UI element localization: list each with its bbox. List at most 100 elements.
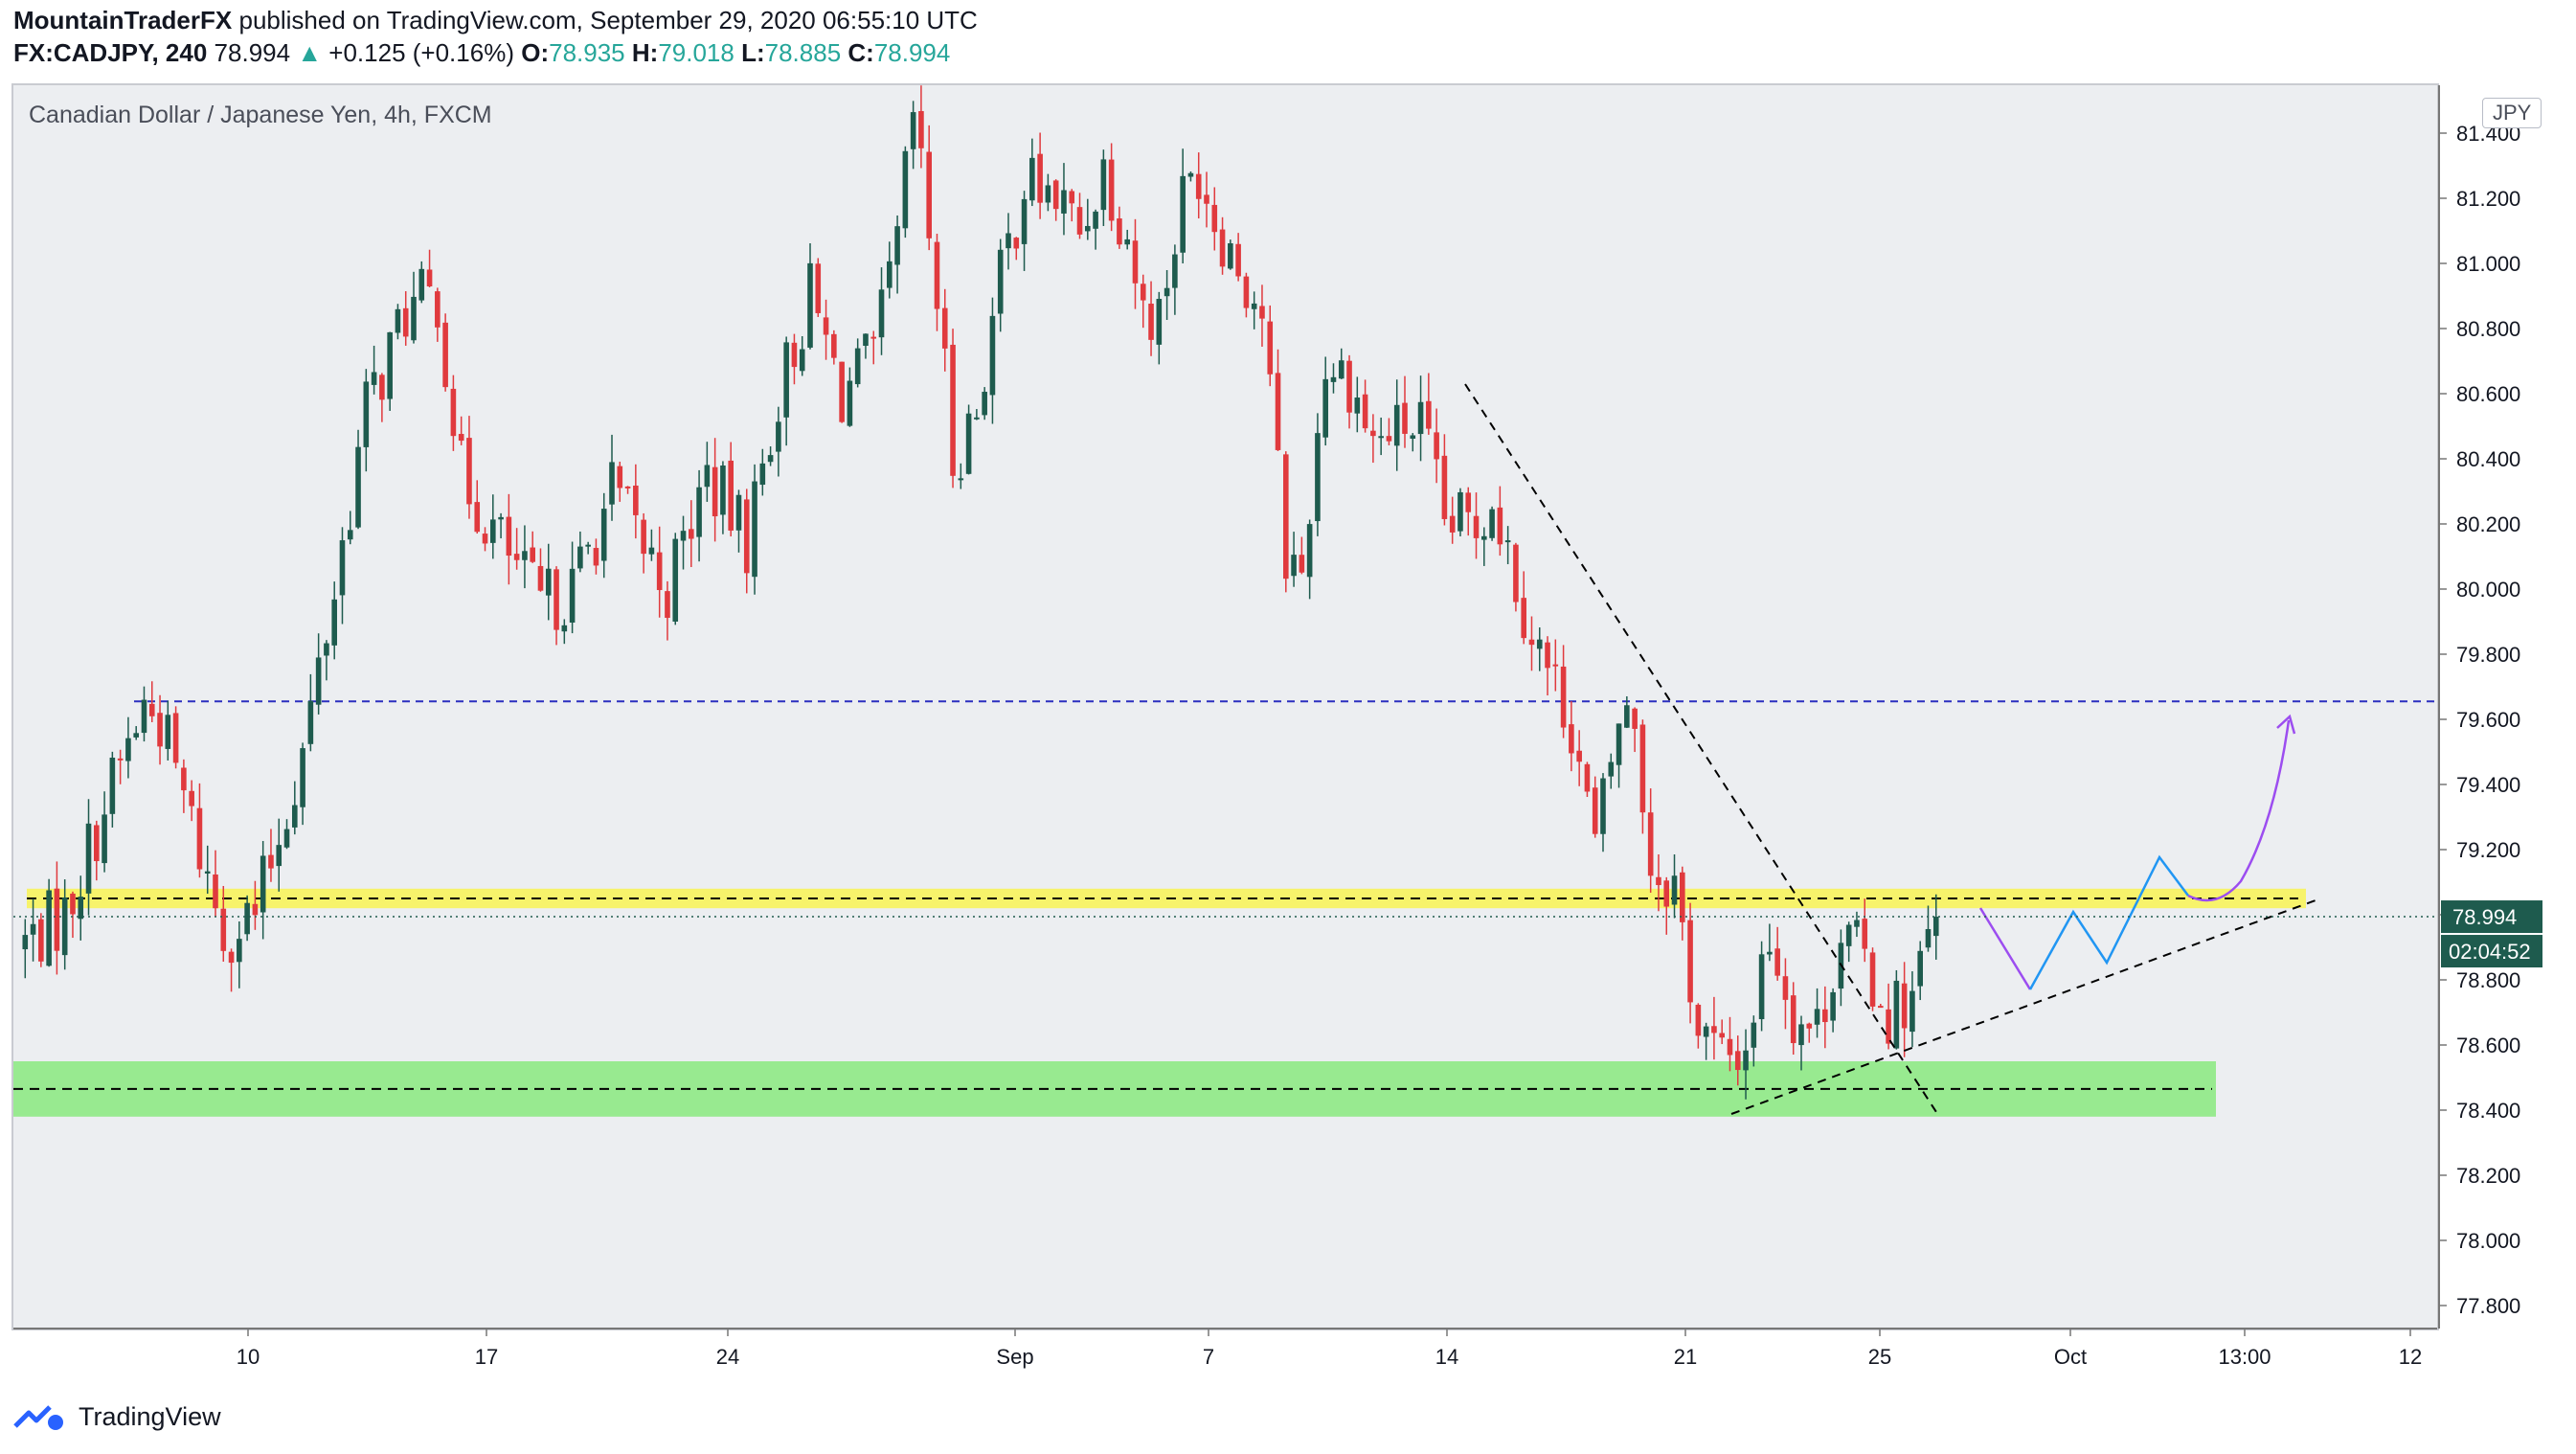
candle-body — [402, 307, 409, 337]
candle-body — [133, 733, 139, 738]
candle-body — [1743, 1050, 1749, 1071]
candle-body — [823, 317, 829, 335]
candle-body — [831, 333, 837, 358]
candle-body — [1156, 299, 1163, 345]
candle-body — [1228, 243, 1233, 269]
candle-body — [624, 486, 631, 488]
candle-body — [1909, 990, 1915, 1033]
symbol-label[interactable]: FX:CADJPY, 240 — [13, 38, 208, 67]
candle-body — [1275, 373, 1281, 450]
candle-body — [220, 908, 227, 951]
candle-body — [22, 935, 29, 950]
candle-body — [696, 487, 702, 537]
candle-body — [371, 372, 377, 385]
pane-title: Canadian Dollar / Japanese Yen, 4h, FXCM — [29, 102, 492, 128]
candle-body — [783, 342, 789, 418]
candle-body — [196, 807, 203, 870]
candle-body — [689, 529, 694, 539]
time-tick-label: 13:00 — [2218, 1345, 2271, 1369]
price-tick-label: 78.400 — [2456, 1099, 2520, 1123]
candle-body — [1616, 723, 1622, 765]
candle-body — [252, 903, 259, 916]
candle-body — [1758, 954, 1765, 1020]
candle-body — [1680, 872, 1685, 922]
candle-body — [268, 854, 274, 869]
candle-body — [46, 890, 52, 966]
candle-body — [680, 531, 687, 541]
price-tick-label: 81.000 — [2456, 252, 2520, 276]
currency-badge[interactable]: JPY — [2482, 98, 2542, 128]
candle-body — [545, 568, 552, 596]
candle-body — [450, 388, 457, 437]
candle-body — [94, 825, 100, 862]
candle-body — [1671, 875, 1678, 905]
candle-body — [1172, 254, 1178, 288]
candle-body — [593, 548, 599, 566]
candle-body — [1069, 191, 1075, 204]
time-tick-label: Sep — [996, 1345, 1033, 1369]
last-price: 78.994 — [214, 38, 291, 67]
candle-body — [735, 494, 742, 531]
countdown-badge — [2441, 935, 2542, 968]
candle-body — [997, 249, 1004, 314]
candle-body — [1878, 1006, 1884, 1009]
candle-body — [1845, 924, 1852, 946]
descending-trendline — [1464, 383, 1937, 1113]
projection-purple-curve — [2187, 719, 2291, 902]
candle-body — [1299, 555, 1305, 573]
candle-body — [117, 758, 124, 761]
candle-body — [426, 269, 433, 287]
last-price-badge-text: 78.994 — [2452, 905, 2517, 929]
candle-body — [331, 599, 337, 646]
candle-body — [1536, 639, 1543, 649]
candle-body — [355, 446, 361, 528]
candle-body — [1569, 724, 1574, 754]
ohlc-line: FX:CADJPY, 240 78.994 ▲ +0.125 (+0.16%) … — [13, 38, 950, 68]
candle-body — [863, 333, 869, 347]
candle-body — [1386, 436, 1392, 442]
candle-body — [141, 699, 147, 734]
candle-body — [1148, 304, 1154, 340]
projection-arrow-icon — [2276, 714, 2296, 735]
candle-body — [165, 715, 171, 749]
candle-body — [498, 516, 504, 520]
candle-body — [466, 438, 472, 505]
close-label: C: — [847, 38, 874, 67]
time-tick-label: 25 — [1868, 1345, 1891, 1369]
candle-body — [633, 485, 639, 515]
candle-body — [1346, 360, 1352, 413]
candle-body — [1695, 1004, 1702, 1036]
candle-body — [656, 552, 663, 591]
candle-body — [1600, 778, 1606, 834]
candle-body — [125, 738, 131, 761]
low-value: 78.885 — [764, 38, 842, 67]
up-arrow-icon: ▲ — [297, 38, 323, 67]
candle-body — [1195, 173, 1202, 199]
chart-pane[interactable] — [11, 83, 2439, 1330]
author-name[interactable]: MountainTraderFX — [13, 6, 233, 34]
plot-area — [13, 85, 2437, 1117]
candle-body — [1315, 433, 1321, 522]
candle-body — [1632, 708, 1638, 729]
price-tick-label: 78.800 — [2456, 968, 2520, 992]
candle-body — [1473, 515, 1480, 538]
tradingview-logo-icon — [13, 1404, 63, 1430]
candle-body — [157, 713, 163, 747]
candle-body — [1560, 666, 1567, 728]
candle-body — [1687, 920, 1693, 1003]
candle-body — [482, 534, 488, 544]
price-tick-label: 79.400 — [2456, 773, 2520, 797]
candle-body — [1854, 920, 1860, 927]
candle-body — [672, 538, 679, 622]
candle-body — [1489, 509, 1495, 538]
candle-body — [1592, 787, 1598, 834]
tradingview-logo[interactable]: TradingView — [13, 1402, 221, 1432]
price-tick-label: 79.600 — [2456, 708, 2520, 732]
candle-body — [1719, 1033, 1725, 1038]
candle-body — [458, 434, 464, 442]
candle-body — [1886, 1009, 1891, 1044]
candle-body — [530, 547, 535, 562]
time-tick-label: Oct — [2054, 1345, 2087, 1369]
candle-body — [1521, 598, 1526, 639]
